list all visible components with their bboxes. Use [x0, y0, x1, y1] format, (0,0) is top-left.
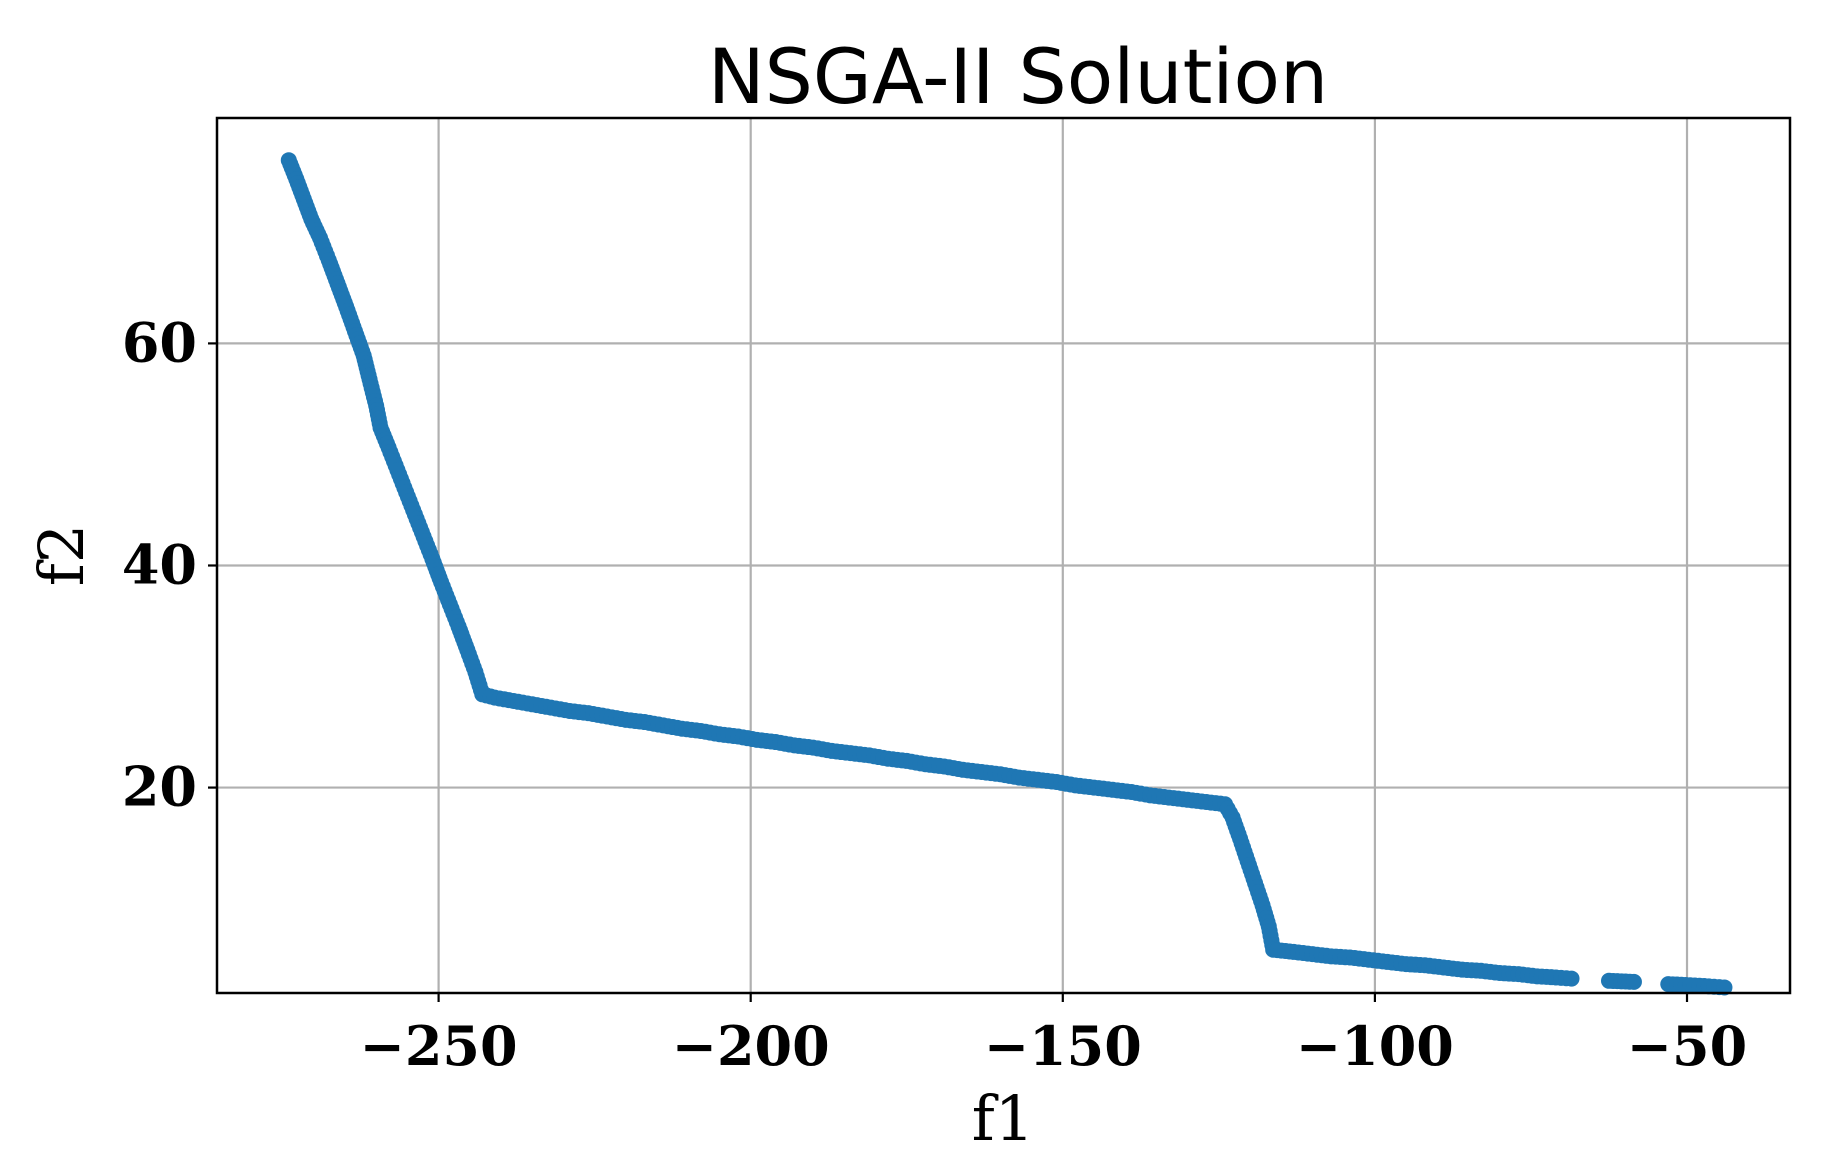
x-tick-label: −100: [1296, 1014, 1454, 1078]
y-tick-label: 20: [122, 755, 197, 819]
axis-ticks: −250 −200 −150 −100 −50 20 40 60: [122, 310, 1747, 1078]
y-tick-label: 40: [122, 532, 197, 596]
data-point: [1625, 973, 1642, 990]
x-tick-label: −200: [672, 1014, 830, 1078]
y-axis-label: f2: [25, 524, 98, 586]
chart-title: NSGA-II Solution: [708, 32, 1328, 121]
x-tick-label: −150: [984, 1014, 1142, 1078]
data-point: [1563, 970, 1580, 987]
data-point: [1716, 979, 1733, 996]
x-axis-label: f1: [972, 1082, 1034, 1155]
x-tick-label: −250: [360, 1014, 518, 1078]
grid: [217, 118, 1790, 993]
x-tick-label: −50: [1627, 1014, 1747, 1078]
data-points: [280, 152, 1733, 996]
plot-frame: [215, 116, 1792, 995]
y-tick-label: 60: [122, 310, 197, 374]
